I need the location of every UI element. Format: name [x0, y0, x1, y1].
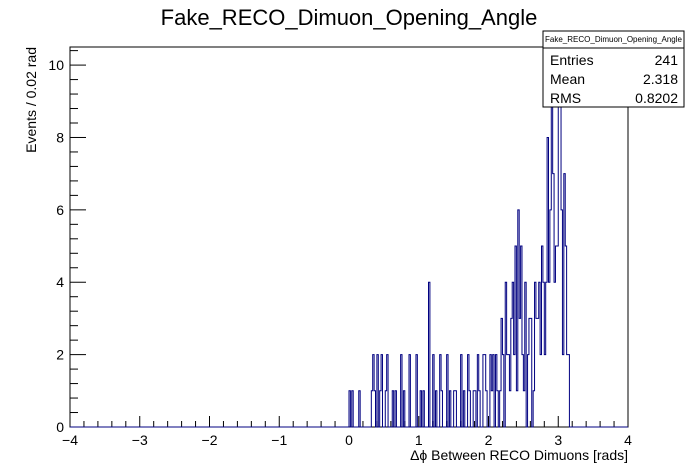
x-tick-label: 2 — [485, 432, 493, 448]
stats-rms-value: 0.8202 — [635, 90, 678, 106]
x-axis-label: Δϕ Between RECO Dimuons [rads] — [410, 447, 628, 463]
stats-mean-label: Mean — [550, 71, 585, 87]
stats-entries-value: 241 — [655, 52, 679, 68]
x-tick-label: 0 — [345, 432, 353, 448]
y-tick-label: 10 — [48, 57, 64, 73]
x-tick-label: 3 — [554, 432, 562, 448]
y-tick-label: 4 — [56, 274, 64, 290]
x-tick-label: 4 — [624, 432, 632, 448]
stats-entries-label: Entries — [550, 52, 594, 68]
y-axis-label: Events / 0.02 rad — [23, 47, 39, 153]
y-tick-label: 6 — [56, 202, 64, 218]
stats-mean-value: 2.318 — [643, 71, 678, 87]
x-tick-label: −4 — [62, 432, 78, 448]
x-tick-label: −1 — [271, 432, 287, 448]
x-tick-label: −3 — [132, 432, 148, 448]
axis-ticks — [69, 50, 629, 428]
stats-box-title: Fake_RECO_Dimuon_Opening_Angle — [545, 35, 683, 44]
x-tick-label: 1 — [415, 432, 423, 448]
histogram-outline — [70, 64, 628, 428]
tick-labels: −4 −3 −2 −1 0 1 2 3 4 0 2 4 6 8 10 — [48, 57, 632, 448]
stats-box-frame — [542, 30, 685, 108]
y-tick-label: 2 — [56, 347, 64, 363]
y-tick-label: 0 — [56, 419, 64, 435]
stats-box: Fake_RECO_Dimuon_Opening_Angle Entries 2… — [542, 30, 685, 108]
x-tick-label: −2 — [202, 432, 218, 448]
stats-rms-label: RMS — [550, 90, 581, 106]
y-tick-label: 8 — [56, 129, 64, 145]
chart-title: Fake_RECO_Dimuon_Opening_Angle — [161, 5, 538, 30]
